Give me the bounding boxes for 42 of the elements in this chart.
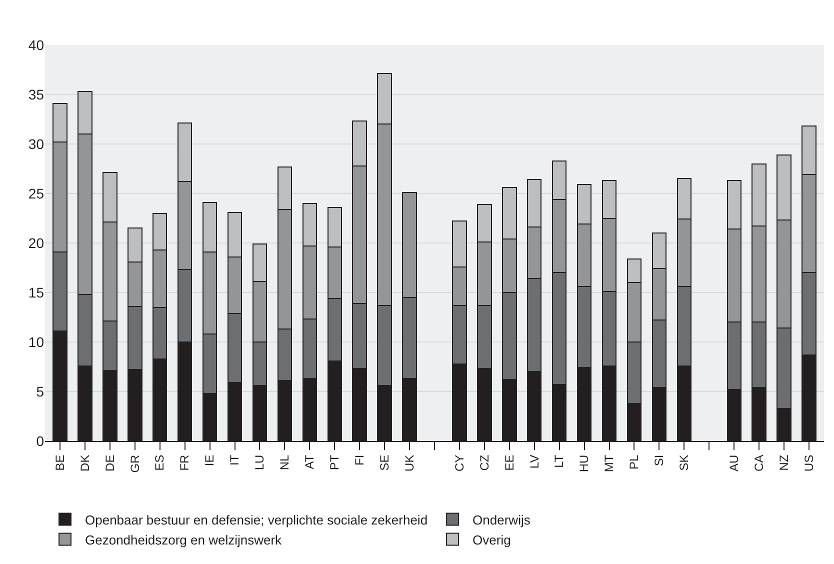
x-tick-label: CY — [452, 454, 466, 472]
x-tick-label: CA — [752, 454, 766, 472]
y-tick-label: 5 — [36, 383, 44, 400]
x-tick-label: UK — [402, 454, 416, 472]
x-tick-label: HU — [577, 454, 592, 472]
y-tick-label: 20 — [28, 234, 44, 251]
y-tick-label: 35 — [28, 86, 44, 102]
x-tick-label: US — [802, 454, 816, 472]
x-tick-label: AT — [302, 454, 317, 470]
x-tick-label: FR — [178, 454, 192, 471]
x-tick-label: MT — [602, 454, 616, 472]
x-tick-label: IT — [228, 454, 242, 466]
x-tick-label: LT — [552, 454, 566, 468]
x-tick-label: PT — [328, 454, 342, 470]
x-tick-label: SE — [377, 454, 392, 471]
x-tick-label: CZ — [477, 454, 492, 471]
x-tick-label: DE — [102, 454, 117, 472]
x-tick-label: PL — [627, 454, 642, 470]
x-tick-label: LV — [527, 454, 542, 469]
x-tick-label: ES — [152, 454, 167, 471]
x-tick-label: LU — [252, 454, 267, 470]
y-tick-label: 40 — [28, 36, 44, 53]
x-tick-label: FI — [352, 454, 366, 466]
x-tick-label: DK — [78, 454, 92, 472]
y-tick-label: 0 — [36, 432, 44, 449]
x-tick-label: IE — [202, 454, 217, 466]
legend-label: Overig — [472, 532, 511, 548]
y-tick-label: 30 — [28, 136, 44, 152]
x-tick-label: NL — [278, 454, 292, 470]
legend-label: Gezondheidszorg en welzijnswerk — [85, 532, 282, 548]
y-tick-label: 25 — [28, 185, 44, 202]
legend-label: Openbaar bestuur en defensie; verplichte sociale zekerheid — [85, 512, 428, 528]
x-tick-label: AU — [727, 454, 742, 472]
x-tick-label: NZ — [776, 454, 791, 471]
y-tick-label: 15 — [28, 284, 44, 300]
x-tick-label: SI — [652, 454, 666, 466]
x-tick-label: GR — [128, 454, 142, 473]
legend-label: Onderwijs — [472, 512, 531, 528]
x-tick-label: SK — [677, 454, 692, 471]
x-tick-label: BE — [52, 454, 67, 471]
x-tick-label: EE — [502, 454, 516, 471]
y-tick-label: 10 — [28, 334, 44, 350]
